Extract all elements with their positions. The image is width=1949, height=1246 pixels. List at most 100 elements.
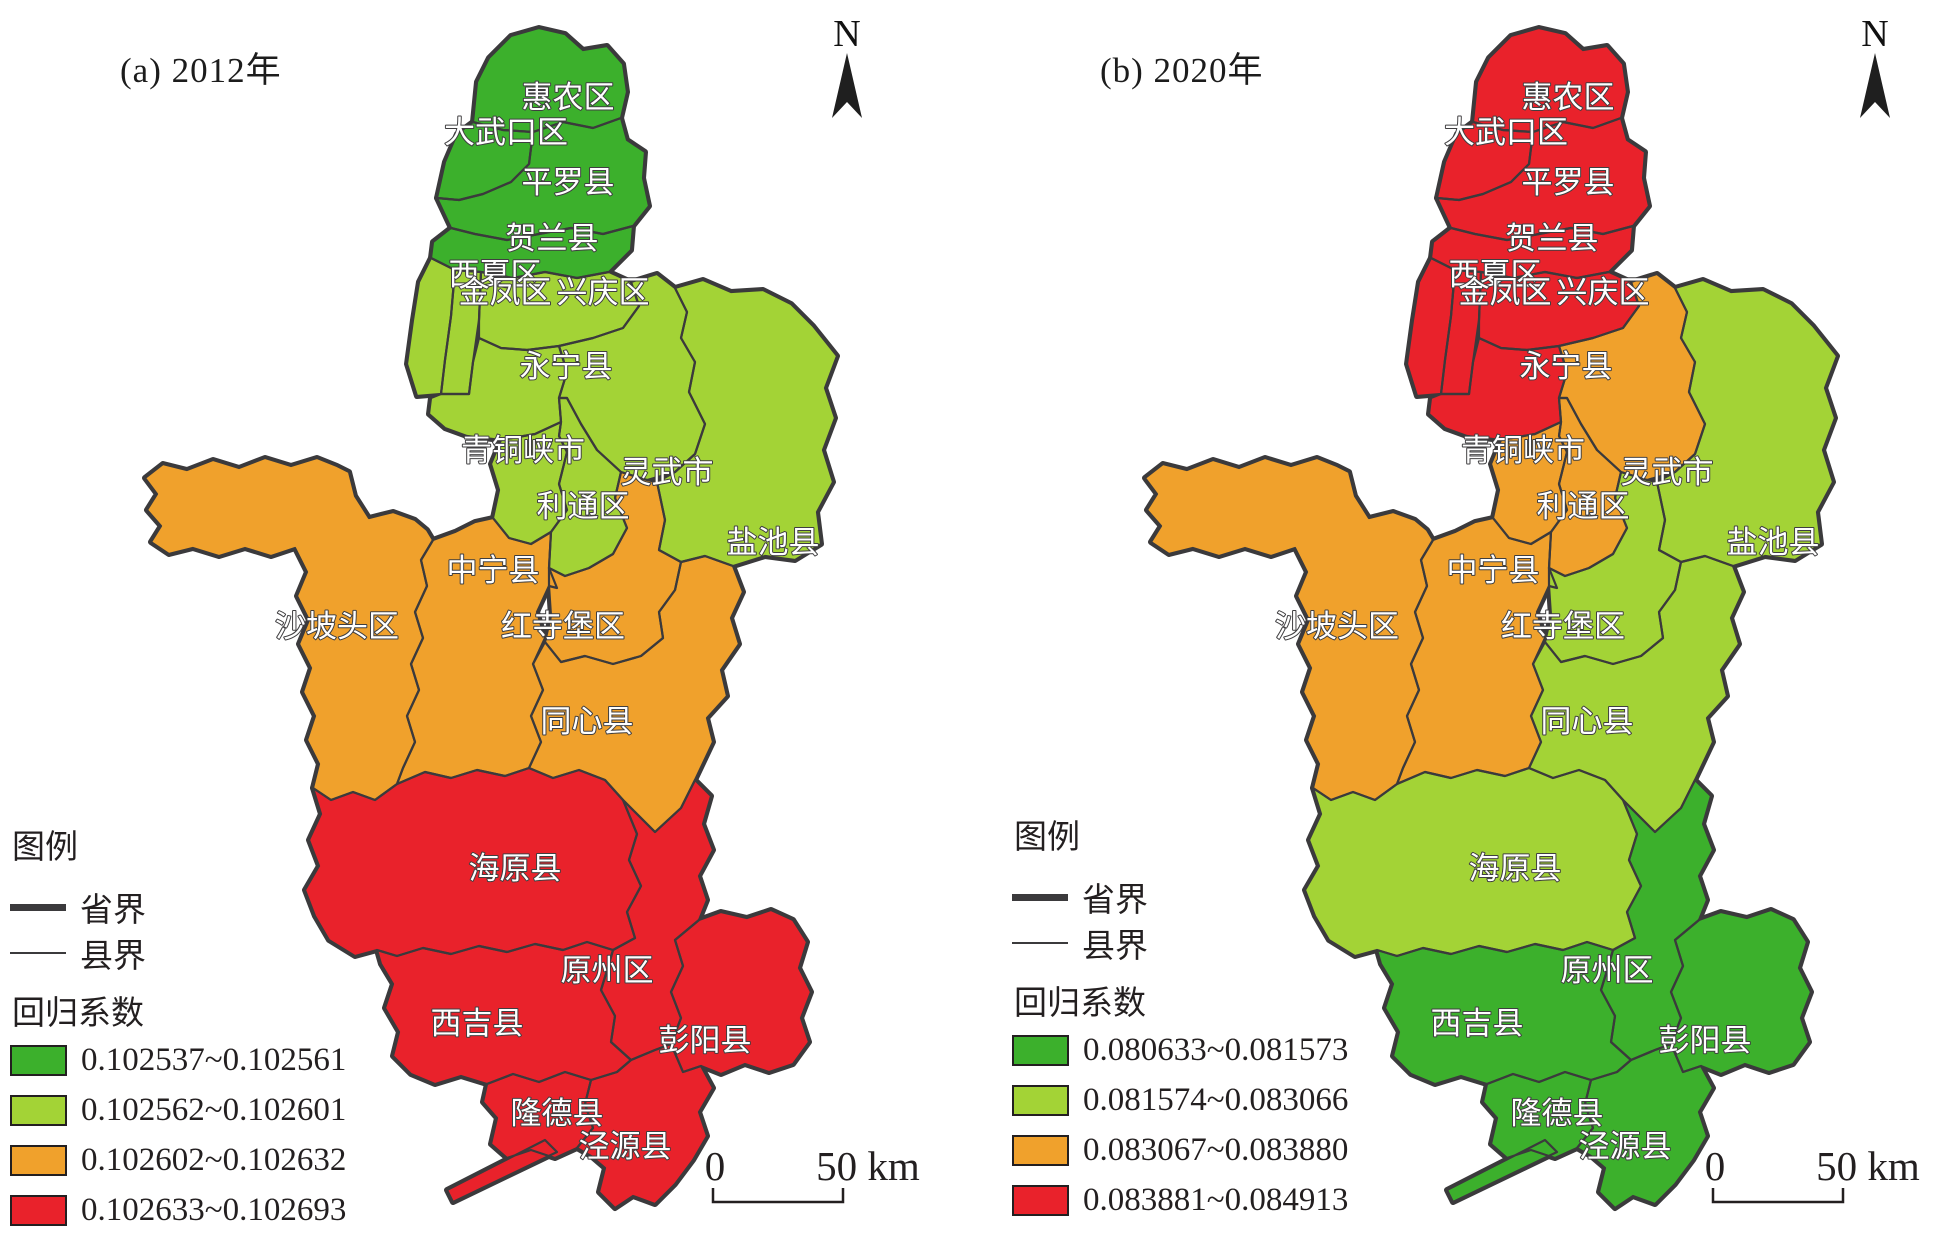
county-region-原州区 [1601,780,1713,1060]
county-region-兴庆区 [479,272,639,350]
county-boundary-沙坡头区 [143,456,435,802]
north-arrow-icon: N [1860,13,1890,118]
class-color-swatch-3 [10,1145,67,1176]
legend-class-item-1: 0.102537~0.102561 [10,1042,370,1078]
class-color-swatch-2 [1012,1085,1069,1116]
county-region-彭阳县 [671,910,811,1074]
county-region-沙坡头区 [1145,458,1433,800]
county-region-红寺堡区 [1545,472,1681,664]
county-line-swatch [10,952,66,954]
legend-class-item-4: 0.102633~0.102693 [10,1192,370,1228]
county-region-西吉县 [1377,942,1631,1084]
county-label-彭阳县: 彭阳县 [659,1023,752,1058]
county-label-贺兰县: 贺兰县 [506,221,599,256]
county-region-金凤区 [441,270,481,394]
county-label-大武口区: 大武口区 [1444,115,1568,150]
county-label-贺兰县: 贺兰县 [1506,221,1599,256]
province-line-swatch [10,903,66,911]
county-region-泾源县 [1577,1044,1713,1208]
county-label-泾源县: 泾源县 [579,1129,672,1164]
scale-zero: 0 [705,1143,726,1189]
class-range-label-2: 0.102562~0.102601 [81,1092,347,1128]
legend-class-item-1: 0.080633~0.081573 [1012,1032,1372,1068]
county-label-盐池县: 盐池县 [727,525,820,560]
county-label-平罗县: 平罗县 [522,165,615,200]
class-range-label-1: 0.102537~0.102561 [81,1042,347,1078]
county-label-永宁县: 永宁县 [520,349,613,384]
county-region-利通区 [549,398,627,576]
county-label-原州区: 原州区 [561,953,654,988]
county-label-同心县: 同心县 [541,704,634,739]
county-label-永宁县: 永宁县 [1520,349,1613,384]
county-region-兴庆区 [1479,272,1639,350]
county-label-兴庆区: 兴庆区 [1557,275,1650,310]
county-label-金凤区: 金凤区 [459,275,552,310]
county-region-大武口区 [1437,122,1533,200]
county-label-沙坡头区: 沙坡头区 [275,609,399,644]
legend-line-item-县界: 县界 [10,930,370,976]
county-region-隆德县 [447,1072,593,1202]
legend-line-label: 县界 [80,939,146,975]
county-region-永宁县 [1429,338,1567,440]
county-region-平罗县 [1437,118,1649,240]
county-region-平罗县 [437,118,649,240]
class-range-label-4: 0.083881~0.084913 [1083,1182,1349,1218]
county-region-泾源县 [577,1044,713,1208]
legend-class-item-4: 0.083881~0.084913 [1012,1182,1372,1218]
county-label-西吉县: 西吉县 [1431,1006,1524,1041]
county-region-沙坡头区 [145,458,433,800]
county-region-灵武市 [1559,274,1705,480]
county-label-红寺堡区: 红寺堡区 [501,609,625,644]
legend-class-item-3: 0.083067~0.083880 [1012,1132,1372,1168]
legend-line-item-县界: 县界 [1012,920,1372,966]
county-region-同心县 [529,556,743,832]
county-region-西夏区 [407,258,455,396]
county-region-盐池县 [657,280,837,566]
legend-line-items: 省界 县界 [1012,874,1372,966]
county-boundary-盐池县 [655,278,839,568]
county-region-永宁县 [429,338,567,440]
legend-line-label: 省界 [80,893,146,929]
legend-2020: 图例 省界 县界 回归系数 0.080633~0.081573 0.081574~0… [1012,810,1372,1236]
scale-distance: 50 km [1816,1143,1920,1189]
legend-header: 图例 [12,830,78,866]
county-label-青铜峡市: 青铜峡市 [461,433,585,468]
county-label-惠农区: 惠农区 [1522,80,1615,115]
county-label-惠农区: 惠农区 [522,80,615,115]
county-region-利通区 [1549,398,1627,576]
county-region-青铜峡市 [1491,422,1567,544]
scale-bar: 0 50 km [705,1143,920,1204]
county-label-隆德县: 隆德县 [511,1096,604,1131]
county-label-海原县: 海原县 [1469,851,1562,886]
class-color-swatch-1 [1012,1035,1069,1066]
county-label-灵武市: 灵武市 [621,455,714,490]
legend-header: 图例 [1014,820,1080,856]
county-region-惠农区 [473,28,627,132]
class-range-label-3: 0.102602~0.102632 [81,1142,347,1178]
county-region-大武口区 [437,122,533,200]
county-region-海原县 [305,768,641,956]
province-line-swatch [1012,893,1068,901]
county-label-西夏区: 西夏区 [1449,257,1542,292]
north-arrow-icon: N [832,13,862,118]
county-label-中宁县: 中宁县 [447,553,540,588]
county-region-贺兰县 [431,226,633,278]
county-label-沙坡头区: 沙坡头区 [1275,609,1399,644]
legend-class-item-2: 0.102562~0.102601 [10,1092,370,1128]
scale-distance: 50 km [816,1143,920,1189]
scale-bar: 0 50 km [1705,1143,1920,1204]
class-color-swatch-2 [10,1095,67,1126]
legend-class-item-2: 0.081574~0.083066 [1012,1082,1372,1118]
class-range-label-1: 0.080633~0.081573 [1083,1032,1349,1068]
scale-zero: 0 [1705,1143,1726,1189]
legend-line-label: 县界 [1082,929,1148,965]
county-boundary-盐池县 [1655,278,1839,568]
county-region-惠农区 [1473,28,1627,132]
county-region-红寺堡区 [545,472,681,664]
legend-class-items: 0.102537~0.102561 0.102562~0.102601 0.1026… [10,1042,370,1228]
county-region-隆德县 [1447,1072,1593,1202]
county-label-泾源县: 泾源县 [1579,1129,1672,1164]
county-label-原州区: 原州区 [1561,953,1654,988]
county-region-同心县 [1529,556,1743,832]
